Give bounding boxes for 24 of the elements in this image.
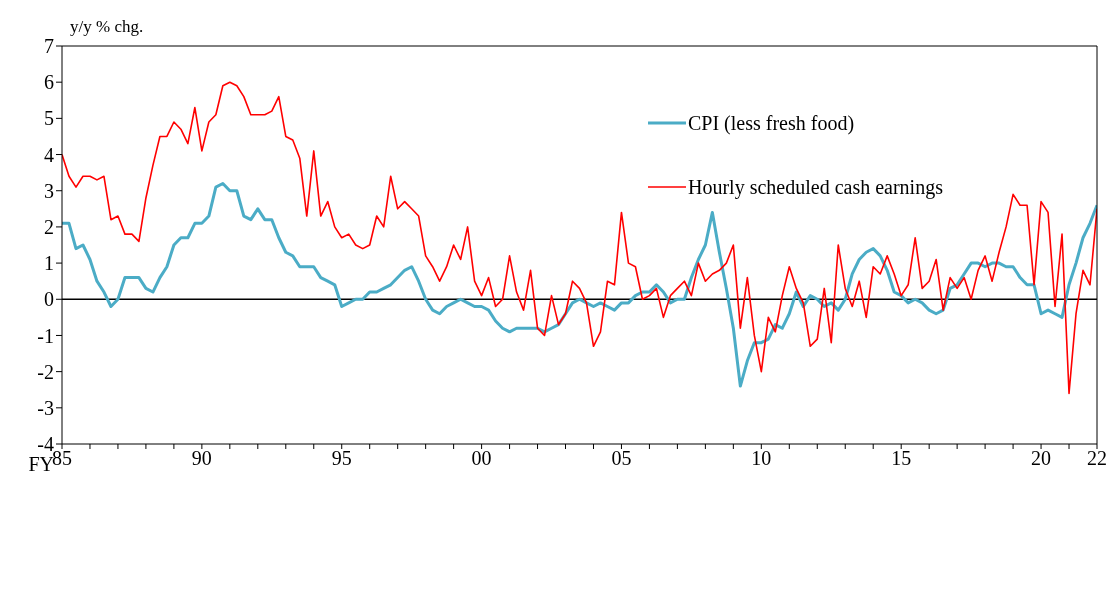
x-tick-label: 10 (751, 447, 772, 470)
y-tick-label: -3 (37, 396, 54, 419)
y-tick-label: 4 (44, 143, 54, 166)
x-axis-title: FY (28, 453, 54, 475)
legend-label: Hourly scheduled cash earnings (688, 175, 943, 199)
x-tick-label: 15 (891, 447, 912, 470)
y-tick-label: 3 (44, 179, 54, 202)
y-tick-label: 5 (44, 107, 54, 130)
y-tick-label: 0 (44, 288, 54, 311)
legend-label: CPI (less fresh food) (688, 111, 855, 135)
x-tick-label: 90 (191, 447, 212, 470)
x-tick-label: 22 (1087, 447, 1107, 470)
x-tick-label: 20 (1031, 447, 1052, 470)
x-tick-label: 95 (331, 447, 352, 470)
y-tick-label: 1 (44, 252, 54, 275)
y-tick-label: -1 (37, 324, 54, 347)
y-tick-label: 7 (44, 35, 54, 58)
x-tick-label: 05 (611, 447, 632, 470)
y-tick-label: -4 (37, 433, 54, 456)
y-axis-title: y/y % chg. (70, 17, 144, 36)
y-tick-label: 6 (44, 71, 54, 94)
x-tick-label: 00 (471, 447, 492, 470)
y-tick-label: -2 (37, 360, 54, 383)
y-tick-label: 2 (44, 216, 54, 239)
